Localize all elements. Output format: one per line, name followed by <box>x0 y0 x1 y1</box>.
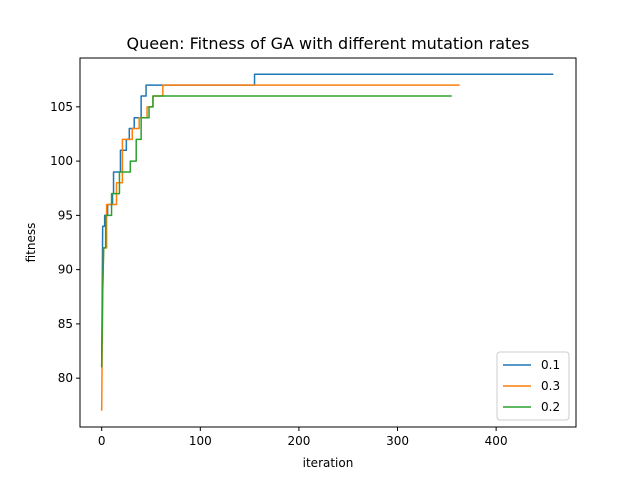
y-tick-label: 100 <box>50 154 73 168</box>
plot-frame <box>79 57 577 428</box>
y-axis: 80 85 90 95 100 105 <box>50 100 80 385</box>
x-axis-label: iteration <box>303 456 354 470</box>
legend-label-2: 0.2 <box>541 400 560 414</box>
y-tick-label: 85 <box>58 317 73 331</box>
y-tick-label: 80 <box>58 371 73 385</box>
plot-lines <box>100 73 554 411</box>
y-axis-label: fitness <box>24 223 38 263</box>
legend-label-1: 0.3 <box>541 379 560 393</box>
y-tick-label: 105 <box>50 100 73 114</box>
x-tick-label: 400 <box>485 434 508 448</box>
x-tick-label: 300 <box>386 434 409 448</box>
y-tick-label: 95 <box>58 208 73 222</box>
x-tick-label: 0 <box>98 434 106 448</box>
legend-box <box>496 351 570 421</box>
x-tick-label: 200 <box>287 434 310 448</box>
x-axis: 0 100 200 300 400 <box>98 427 508 448</box>
x-tick-label: 100 <box>189 434 212 448</box>
chart-title: Queen: Fitness of GA with different muta… <box>127 34 530 53</box>
y-tick-label: 90 <box>58 263 73 277</box>
legend: 0.1 0.3 0.2 <box>496 351 570 421</box>
legend-label-0: 0.1 <box>541 358 560 372</box>
series-line-2 <box>100 95 452 368</box>
